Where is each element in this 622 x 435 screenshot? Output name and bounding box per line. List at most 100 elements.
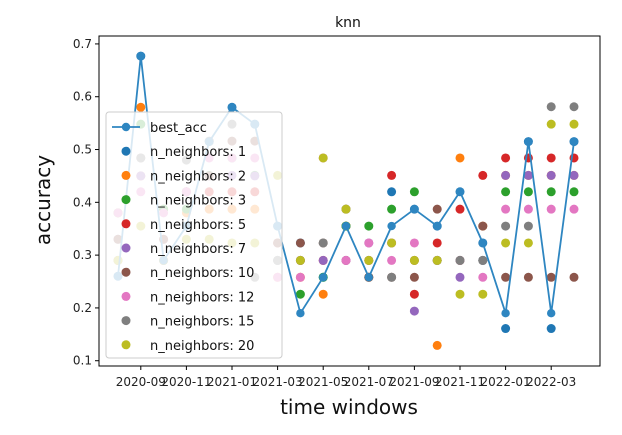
- scatter-point: [455, 255, 465, 265]
- scatter-point: [569, 102, 579, 112]
- legend-label: n_neighbors: 10: [150, 266, 254, 281]
- scatter-point: [569, 187, 579, 197]
- scatter-point: [546, 187, 556, 197]
- scatter-point: [501, 238, 511, 248]
- scatter-point: [546, 272, 556, 282]
- y-tick-label: 0.1: [73, 354, 92, 368]
- scatter-point: [295, 272, 305, 282]
- x-tick-label: 2022-03: [526, 375, 576, 389]
- scatter-point: [478, 255, 488, 265]
- scatter-point: [409, 238, 419, 248]
- best-acc-point: [501, 309, 510, 318]
- x-tick-label: 2021-09: [389, 375, 439, 389]
- scatter-point: [295, 255, 305, 265]
- x-tick-label: 2020-09: [116, 375, 166, 389]
- scatter-point: [546, 204, 556, 214]
- legend-label: n_neighbors: 5: [150, 218, 246, 233]
- scatter-point: [387, 272, 397, 282]
- scatter-point: [455, 272, 465, 282]
- scatter-point: [364, 221, 374, 231]
- scatter-point: [523, 187, 533, 197]
- legend-label: n_neighbors: 20: [150, 339, 254, 354]
- scatter-point: [478, 289, 488, 299]
- chart-title: knn: [335, 15, 361, 31]
- best-acc-point: [524, 137, 533, 146]
- y-axis-title: accuracy: [31, 155, 55, 245]
- chart-legend: best_acc n_neighbors: 1 n_neighbors: 2 n_ne…: [105, 111, 283, 359]
- scatter-point: [295, 238, 305, 248]
- scatter-point: [318, 289, 328, 299]
- scatter-point: [409, 272, 419, 282]
- y-axis: 0.1 0.2 0.3 0.4 0.5 0.6 0.7: [73, 37, 99, 368]
- scatter-point: [364, 238, 374, 248]
- x-tick-label: 2021-05: [298, 375, 348, 389]
- scatter-point: [569, 204, 579, 214]
- best-acc-point: [569, 137, 579, 146]
- scatter-point: [523, 204, 533, 214]
- scatter-point: [387, 187, 397, 197]
- scatter-point: [546, 170, 556, 180]
- scatter-point: [387, 204, 397, 214]
- x-tick-label: 2021-03: [253, 375, 303, 389]
- scatter-point: [318, 153, 328, 163]
- legend-marker: [121, 122, 131, 132]
- scatter-point: [409, 306, 419, 316]
- legend-marker: [121, 219, 131, 229]
- scatter-point: [478, 221, 488, 231]
- scatter-point: [387, 238, 397, 248]
- scatter-point: [136, 102, 146, 112]
- scatter-point: [387, 255, 397, 265]
- scatter-point: [455, 204, 465, 214]
- scatter-point: [501, 204, 511, 214]
- legend-label: n_neighbors: 2: [150, 169, 246, 184]
- legend-marker: [121, 170, 131, 180]
- x-axis-title: time windows: [280, 395, 418, 419]
- legend-box: [105, 111, 283, 359]
- legend-label: best_acc: [150, 121, 207, 136]
- scatter-point: [387, 170, 397, 180]
- best-acc-point: [341, 221, 351, 231]
- legend-marker: [121, 243, 131, 253]
- y-tick-label: 0.5: [73, 143, 92, 157]
- legend-label: n_neighbors: 1: [150, 145, 246, 160]
- scatter-point: [432, 238, 442, 248]
- y-tick-label: 0.3: [73, 248, 92, 262]
- scatter-point: [341, 255, 351, 265]
- legend-label: n_neighbors: 3: [150, 194, 246, 209]
- x-tick-label: 2020-11: [161, 375, 211, 389]
- x-tick-label: 2021-07: [344, 375, 394, 389]
- best-acc-point: [227, 103, 237, 112]
- y-tick-label: 0.2: [73, 301, 92, 315]
- scatter-point: [318, 255, 328, 265]
- scatter-point: [546, 102, 556, 112]
- y-tick-label: 0.6: [73, 90, 92, 104]
- legend-marker: [121, 291, 131, 301]
- scatter-point: [501, 170, 511, 180]
- scatter-point: [523, 238, 533, 248]
- scatter-point: [432, 340, 442, 350]
- scatter-point: [432, 204, 442, 214]
- scatter-point: [409, 187, 419, 197]
- scatter-point: [432, 255, 442, 265]
- y-tick-label: 0.4: [73, 195, 92, 209]
- legend-label: n_neighbors: 7: [150, 242, 246, 257]
- best-acc-point: [136, 51, 145, 61]
- y-tick-label: 0.7: [73, 37, 92, 51]
- scatter-point: [569, 170, 579, 180]
- x-axis: 2020-092020-112021-012021-032021-052021-…: [116, 366, 576, 389]
- best-acc-point: [547, 309, 556, 318]
- scatter-point: [295, 289, 305, 299]
- scatter-point: [455, 289, 465, 299]
- x-tick-label: 2021-01: [207, 375, 257, 389]
- scatter-point: [364, 255, 374, 265]
- scatter-point: [478, 272, 488, 282]
- scatter-point: [523, 221, 533, 231]
- x-tick-label: 2021-11: [435, 375, 485, 389]
- scatter-point: [478, 170, 488, 180]
- scatter-point: [501, 324, 511, 334]
- scatter-point: [523, 170, 533, 180]
- legend-label: n_neighbors: 12: [150, 290, 254, 305]
- best-acc-point: [455, 187, 465, 196]
- scatter-point: [546, 153, 556, 163]
